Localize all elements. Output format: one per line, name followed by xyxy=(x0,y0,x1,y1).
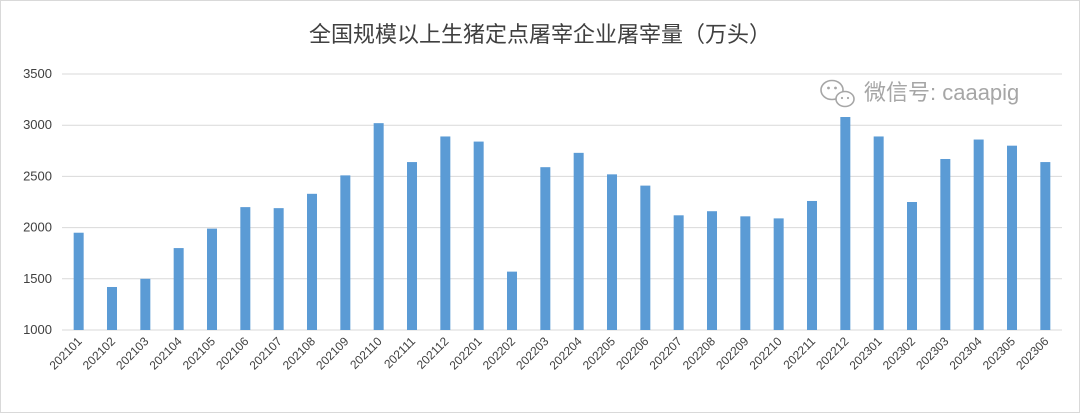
x-tick-label: 202103 xyxy=(113,334,151,372)
bar xyxy=(1007,145,1017,330)
bar xyxy=(973,139,984,330)
bar xyxy=(273,208,284,330)
bar xyxy=(573,152,584,330)
x-tick-label: 202210 xyxy=(747,334,785,372)
x-tick-label: 202102 xyxy=(80,334,118,372)
y-tick-label: 3500 xyxy=(23,66,52,81)
y-tick-label: 1000 xyxy=(23,322,52,337)
x-tick-label: 202107 xyxy=(247,334,285,372)
x-axis-ticks: 2021012021022021032021042021052021062021… xyxy=(47,334,1052,372)
bar xyxy=(507,271,517,330)
bar xyxy=(640,185,651,330)
y-tick-label: 2500 xyxy=(23,168,52,183)
x-tick-label: 202104 xyxy=(147,334,185,372)
x-tick-label: 202101 xyxy=(47,334,85,372)
bar xyxy=(373,123,384,330)
bar xyxy=(607,174,617,330)
x-tick-label: 202211 xyxy=(781,334,819,372)
bar xyxy=(407,162,417,330)
x-tick-label: 202302 xyxy=(880,334,918,372)
bar xyxy=(240,207,251,330)
bar xyxy=(873,136,884,330)
bar xyxy=(840,117,851,331)
bar xyxy=(773,218,784,330)
bar xyxy=(440,136,451,330)
y-tick-label: 1500 xyxy=(23,271,52,286)
x-tick-label: 202301 xyxy=(847,334,885,372)
x-tick-label: 202208 xyxy=(680,334,718,372)
gridlines xyxy=(62,73,1062,331)
x-tick-label: 202112 xyxy=(414,334,452,372)
x-tick-label: 202304 xyxy=(947,334,985,372)
bar xyxy=(107,286,117,330)
bar xyxy=(540,167,551,330)
x-tick-label: 202207 xyxy=(647,334,685,372)
bar xyxy=(673,215,684,330)
watermark-text: 微信号: caaapig xyxy=(864,80,1019,105)
bar xyxy=(740,216,751,330)
wechat-icon xyxy=(820,79,855,108)
bar xyxy=(940,158,951,330)
bar xyxy=(173,248,184,330)
bar xyxy=(907,202,917,330)
y-tick-label: 3000 xyxy=(23,117,52,132)
bar xyxy=(307,193,317,330)
x-tick-label: 202201 xyxy=(447,334,485,372)
x-tick-label: 202111 xyxy=(381,334,418,371)
watermark: 微信号: caaapig xyxy=(820,79,1019,108)
bar xyxy=(207,228,217,330)
x-tick-label: 202303 xyxy=(913,334,951,372)
bar xyxy=(707,211,717,330)
x-tick-label: 202109 xyxy=(313,334,351,372)
x-tick-label: 202204 xyxy=(547,334,585,372)
x-tick-label: 202305 xyxy=(980,334,1018,372)
bars xyxy=(73,117,1051,331)
x-tick-label: 202108 xyxy=(280,334,318,372)
y-tick-label: 2000 xyxy=(23,220,52,235)
bar xyxy=(1040,162,1051,330)
bar xyxy=(73,232,84,330)
x-tick-label: 202306 xyxy=(1013,334,1051,372)
x-tick-label: 202212 xyxy=(813,334,851,372)
bar xyxy=(807,200,817,330)
x-tick-label: 202209 xyxy=(713,334,751,372)
y-axis-ticks: 1000 1500 2000 2500 3000 3500 xyxy=(23,66,52,337)
x-tick-label: 202105 xyxy=(180,334,218,372)
bar xyxy=(340,175,351,330)
x-tick-label: 202206 xyxy=(613,334,651,372)
x-tick-label: 202110 xyxy=(347,334,385,372)
x-tick-label: 202202 xyxy=(480,334,518,372)
bar xyxy=(140,278,151,330)
x-tick-label: 202106 xyxy=(213,334,251,372)
x-tick-label: 202203 xyxy=(513,334,551,372)
x-tick-label: 202205 xyxy=(580,334,618,372)
bar xyxy=(473,141,484,330)
chart-title: 全国规模以上生猪定点屠宰企业屠宰量（万头） xyxy=(309,23,771,48)
